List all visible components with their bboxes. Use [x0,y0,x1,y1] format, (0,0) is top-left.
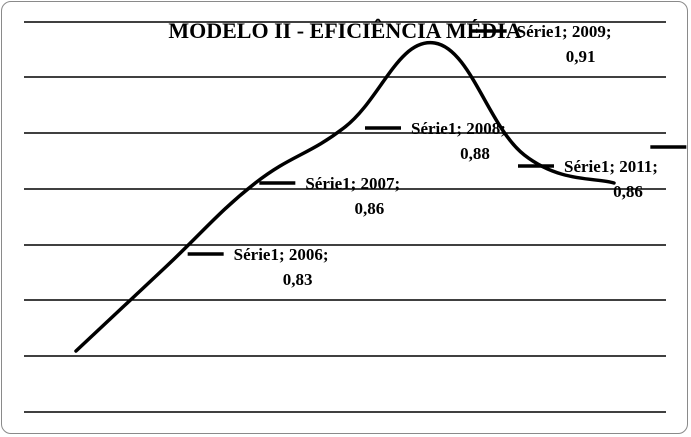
data-label: Série1; 2008; 0,88 [365,119,506,163]
data-label-text: Série1; 2009; [517,22,612,41]
series-layer [74,41,616,353]
data-label: Série1; 2007; 0,86 [259,174,400,218]
data-label-value: 0,83 [283,270,313,289]
data-label-text: Série1; 2011; [564,157,658,176]
data-label: Série1; 2011; 0,86 [518,157,658,201]
data-label-value: 0,88 [460,144,490,163]
data-label: Série1; 2009; 0,91 [470,22,612,66]
series-line-serie1 [74,41,616,353]
data-label: Série1; 2006; 0,83 [187,245,329,289]
data-label-value: 0,86 [354,199,384,218]
chart-title: MODELO II - EFICIÊNCIA MÉDIA [168,18,521,43]
data-label: Série1; 2010;0,87 [650,145,687,149]
gridlines [24,21,666,413]
data-label-value: 0,86 [613,182,643,201]
data-label-value: 0,91 [566,47,596,66]
data-label-text: Série1; 2007; [305,174,400,193]
data-label-text: Série1; 2008; [411,119,506,138]
data-label-text: Série1; 2006; [234,245,329,264]
